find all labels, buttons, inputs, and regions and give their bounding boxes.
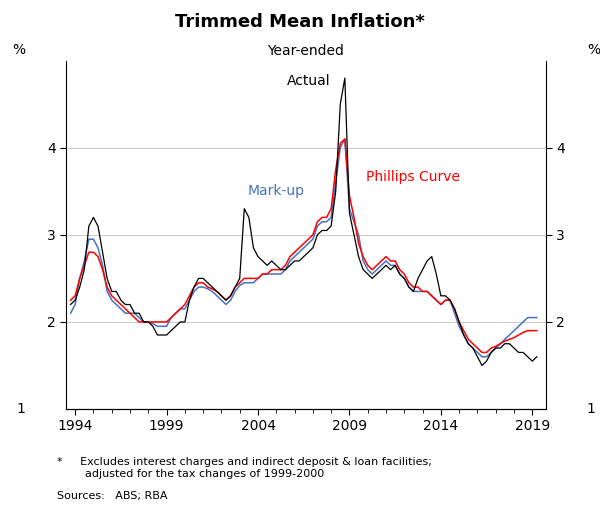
Phillips Curve (195, 280, 202, 286)
Text: Phillips Curve: Phillips Curve (367, 170, 460, 184)
Actual (478, 363, 485, 369)
Phillips Curve (337, 140, 344, 146)
Actual (488, 349, 495, 356)
Actual (341, 75, 349, 81)
Text: *     Excludes interest charges and indirect deposit & loan facilities;
        : * Excludes interest charges and indirect… (57, 457, 432, 479)
Text: 1: 1 (587, 402, 596, 416)
Text: %: % (12, 43, 25, 57)
Actual (337, 101, 344, 107)
Mark-up (478, 354, 485, 360)
Mark-up (533, 315, 541, 321)
Actual (501, 341, 508, 347)
Mark-up (337, 145, 344, 151)
Actual (67, 301, 74, 308)
Line: Mark-up: Mark-up (71, 139, 537, 357)
Actual (533, 354, 541, 360)
Mark-up (67, 310, 74, 316)
Phillips Curve (497, 341, 504, 347)
Mark-up (497, 341, 504, 347)
Text: %: % (587, 43, 600, 57)
Line: Actual: Actual (71, 78, 537, 366)
Phillips Curve (488, 345, 495, 351)
Phillips Curve (511, 335, 518, 341)
Phillips Curve (67, 297, 74, 303)
Text: Mark-up: Mark-up (248, 184, 305, 198)
Title: Year-ended: Year-ended (268, 44, 344, 58)
Actual (511, 345, 518, 351)
Text: Actual: Actual (287, 74, 331, 88)
Mark-up (488, 349, 495, 356)
Phillips Curve (501, 338, 508, 344)
Text: Sources:   ABS; RBA: Sources: ABS; RBA (57, 491, 167, 501)
Actual (195, 275, 202, 281)
Mark-up (341, 136, 349, 142)
Line: Phillips Curve: Phillips Curve (71, 139, 537, 352)
Text: 1: 1 (16, 402, 25, 416)
Mark-up (511, 328, 518, 334)
Actual (497, 345, 504, 351)
Mark-up (195, 284, 202, 290)
Text: Trimmed Mean Inflation*: Trimmed Mean Inflation* (175, 13, 425, 31)
Mark-up (501, 336, 508, 342)
Phillips Curve (533, 328, 541, 334)
Phillips Curve (341, 136, 349, 142)
Phillips Curve (478, 349, 485, 356)
